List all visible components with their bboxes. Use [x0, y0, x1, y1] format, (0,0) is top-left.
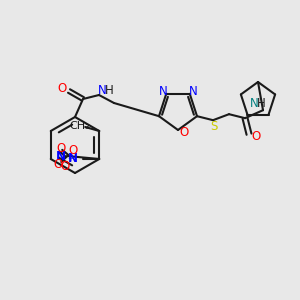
Text: O: O [57, 82, 67, 95]
Text: O: O [179, 127, 189, 140]
Text: CH₃: CH₃ [70, 121, 91, 131]
Text: O⁻: O⁻ [53, 158, 69, 172]
Text: N: N [56, 149, 66, 163]
Text: N: N [188, 85, 197, 98]
Text: O: O [69, 143, 78, 157]
Text: O: O [57, 142, 66, 154]
Text: H: H [256, 97, 266, 110]
Text: N: N [250, 97, 258, 110]
Text: N: N [159, 85, 168, 98]
Text: +: + [68, 156, 73, 162]
Text: O: O [61, 160, 70, 173]
Text: S: S [210, 120, 218, 133]
Text: N: N [68, 152, 78, 166]
Text: N: N [98, 83, 106, 97]
Text: H: H [105, 83, 113, 97]
Text: O: O [251, 130, 261, 143]
